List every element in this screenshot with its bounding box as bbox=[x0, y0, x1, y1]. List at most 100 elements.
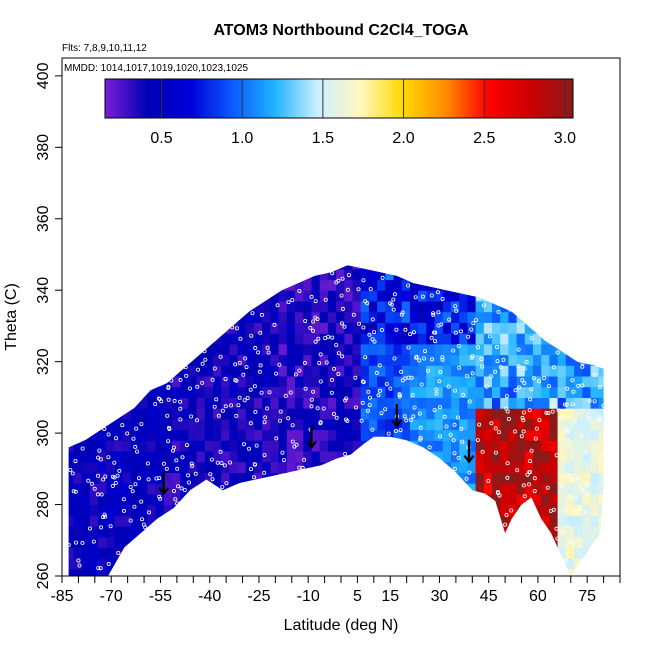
field-cell bbox=[114, 493, 124, 506]
field-cell bbox=[172, 375, 181, 388]
sample-point bbox=[288, 390, 293, 395]
field-cell bbox=[442, 504, 452, 516]
field-cell bbox=[188, 418, 198, 431]
field-cell bbox=[409, 311, 419, 323]
sample-point bbox=[237, 395, 242, 400]
field-cell bbox=[598, 343, 604, 356]
field-cell bbox=[582, 408, 592, 420]
field-cell bbox=[336, 526, 345, 538]
field-cell bbox=[270, 451, 280, 463]
field-cell bbox=[549, 440, 559, 452]
sample-point bbox=[215, 460, 220, 465]
field-cell bbox=[73, 493, 83, 506]
field-cell bbox=[81, 451, 91, 463]
field-cell bbox=[385, 418, 395, 431]
sample-point bbox=[413, 355, 418, 360]
field-cell bbox=[565, 568, 575, 576]
field-cell bbox=[122, 386, 132, 398]
field-cell bbox=[81, 461, 91, 473]
field-cell bbox=[344, 547, 354, 559]
field-cell bbox=[368, 265, 378, 270]
field-cell bbox=[524, 515, 534, 527]
field-cell bbox=[352, 354, 362, 366]
field-cell bbox=[483, 429, 493, 441]
field-cell bbox=[344, 247, 353, 258]
sample-point bbox=[258, 363, 263, 368]
field-cell bbox=[565, 322, 575, 334]
field-cell bbox=[574, 333, 583, 345]
field-cell bbox=[541, 333, 550, 345]
field-cell bbox=[434, 515, 444, 527]
field-cell bbox=[541, 451, 550, 463]
field-cell bbox=[180, 547, 189, 559]
field-cell bbox=[106, 429, 116, 441]
sample-point bbox=[266, 350, 271, 355]
sample-point bbox=[237, 360, 242, 365]
field-cell bbox=[483, 365, 493, 377]
dates-note: MMDD: 1014,1017,1019,1020,1023,1025 bbox=[64, 63, 248, 74]
field-cell bbox=[130, 311, 140, 323]
sample-point bbox=[174, 458, 179, 463]
field-cell bbox=[114, 451, 124, 463]
sample-point bbox=[504, 513, 509, 518]
colorbar-gradient bbox=[104, 78, 574, 119]
field-cell bbox=[81, 322, 91, 334]
field-cell bbox=[475, 265, 485, 270]
field-cell bbox=[237, 418, 247, 431]
field-cell bbox=[344, 461, 354, 473]
sample-point bbox=[259, 390, 264, 395]
field-cell bbox=[360, 311, 370, 323]
field-cell bbox=[131, 247, 140, 258]
sample-point bbox=[372, 339, 377, 344]
field-cell bbox=[360, 451, 370, 463]
field-cell bbox=[278, 265, 288, 270]
field-cell bbox=[533, 429, 542, 441]
field-cell bbox=[213, 354, 222, 366]
field-cell bbox=[524, 265, 534, 270]
field-cell bbox=[221, 265, 230, 270]
field-cell bbox=[229, 311, 239, 323]
sample-point bbox=[440, 357, 445, 362]
field-cell bbox=[237, 547, 247, 559]
field-cell bbox=[336, 408, 345, 420]
field-cell bbox=[221, 451, 230, 463]
sample-point bbox=[172, 398, 177, 403]
field-cell bbox=[418, 322, 427, 334]
sample-point bbox=[278, 409, 283, 414]
sample-point bbox=[578, 483, 583, 488]
sample-point bbox=[256, 350, 261, 355]
sample-point bbox=[360, 400, 365, 405]
field-cell bbox=[565, 547, 575, 559]
field-cell bbox=[565, 472, 575, 484]
field-cell bbox=[557, 504, 567, 516]
sample-point bbox=[379, 411, 384, 416]
field-cell bbox=[229, 558, 239, 570]
field-cell bbox=[68, 397, 75, 409]
field-cell bbox=[221, 322, 230, 334]
field-cell bbox=[533, 386, 542, 398]
field-cell bbox=[172, 290, 181, 302]
field-cell bbox=[303, 515, 313, 527]
field-cell bbox=[73, 290, 83, 302]
field-cell bbox=[270, 365, 280, 377]
field-cell bbox=[401, 440, 411, 452]
field-cell bbox=[311, 526, 321, 538]
field-cell bbox=[221, 536, 230, 548]
field-cell bbox=[483, 461, 493, 473]
field-cell bbox=[155, 515, 165, 527]
field-cell bbox=[352, 472, 362, 484]
sample-point bbox=[253, 409, 258, 414]
field-cell bbox=[401, 300, 411, 313]
field-cell bbox=[172, 526, 181, 538]
field-cell bbox=[278, 483, 288, 495]
field-cell bbox=[598, 504, 604, 516]
sample-point bbox=[343, 417, 348, 422]
field-cell bbox=[336, 493, 345, 506]
arrow-marker bbox=[158, 471, 170, 496]
field-cell bbox=[492, 461, 501, 473]
field-cell bbox=[459, 354, 468, 366]
field-cell bbox=[418, 515, 427, 527]
field-cell bbox=[221, 515, 230, 527]
sample-point bbox=[316, 336, 321, 341]
field-cell bbox=[393, 568, 403, 576]
